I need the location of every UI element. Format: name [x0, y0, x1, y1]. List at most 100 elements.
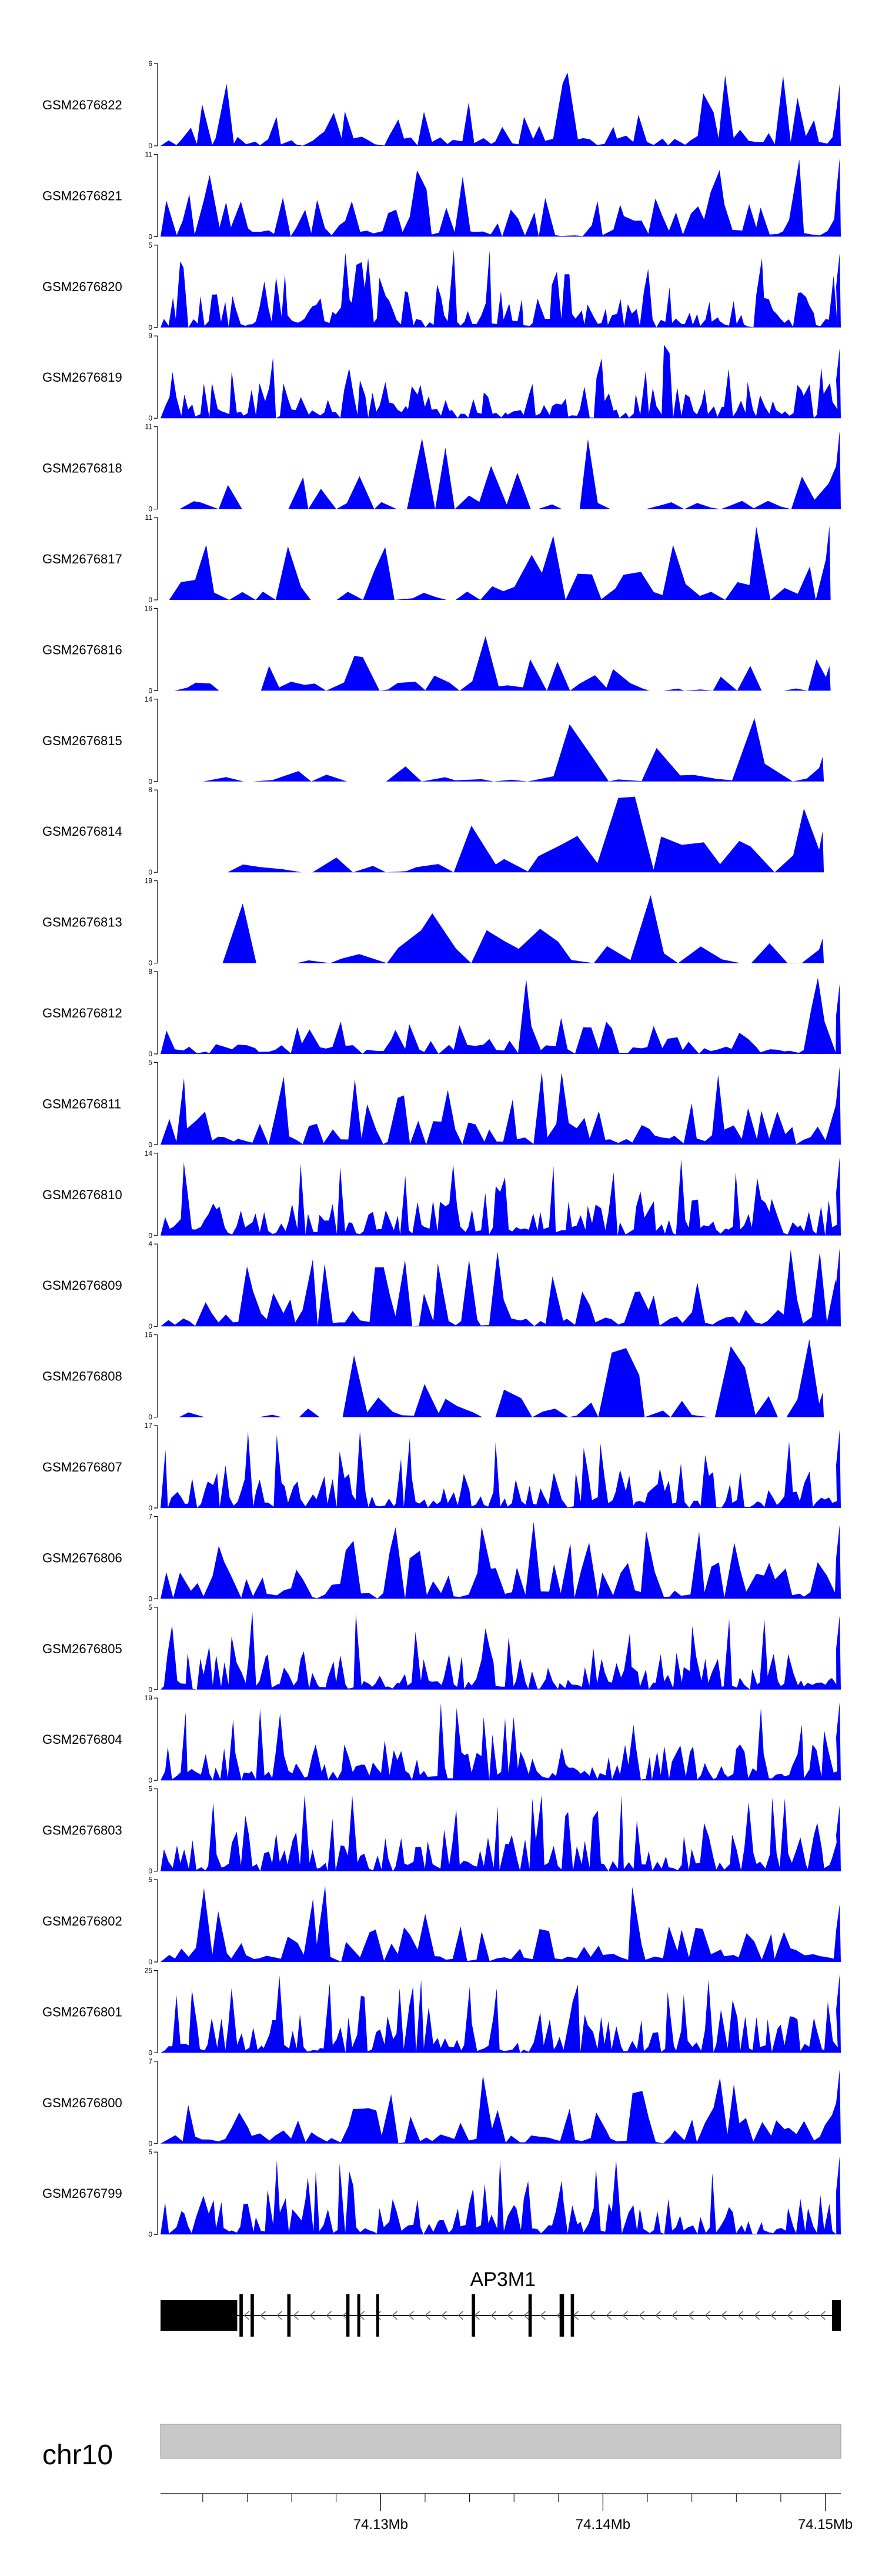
strand-arrow	[507, 2311, 513, 2320]
track-ymin-label: 0	[148, 414, 152, 422]
strand-arrow	[639, 2311, 644, 2320]
track-ymin-label: 0	[148, 1140, 152, 1149]
track-GSM2676816: GSM2676816 16 0	[42, 604, 831, 695]
strand-arrow	[293, 2311, 299, 2320]
track-ymax-label: 16	[145, 1331, 153, 1339]
strand-arrow	[770, 2311, 776, 2320]
track-ymax-label: 8	[148, 967, 152, 976]
track-ymax-label: 14	[145, 695, 153, 703]
track-label: GSM2676815	[42, 733, 122, 748]
track-GSM2676806: GSM2676806 7 0	[42, 1512, 841, 1603]
track-ymin-label: 0	[148, 142, 152, 150]
track-label: GSM2676806	[42, 1550, 122, 1565]
track-ymin-label: 0	[148, 959, 152, 967]
strand-arrow	[787, 2311, 793, 2320]
track-GSM2676803: GSM2676803 5 0	[42, 1785, 841, 1876]
track-GSM2676804: GSM2676804 19 0	[42, 1694, 841, 1784]
track-label: GSM2676799	[42, 2186, 122, 2201]
gene-exon	[559, 2294, 564, 2337]
track-label: GSM2676820	[42, 279, 122, 294]
track-ymin-label: 0	[148, 1413, 152, 1422]
track-signal-area	[179, 431, 841, 509]
track-ymax-label: 14	[145, 1149, 153, 1157]
track-signal-area	[161, 1248, 841, 1327]
track-ymax-label: 25	[145, 1966, 153, 1974]
strand-arrow	[309, 2311, 315, 2320]
track-label: GSM2676810	[42, 1187, 122, 1202]
gene-exon	[472, 2294, 476, 2337]
track-GSM2676805: GSM2676805 5 0	[42, 1603, 841, 1694]
track-GSM2676800: GSM2676800 7 0	[42, 2057, 841, 2148]
gene-label: AP3M1	[470, 2268, 536, 2291]
strand-arrow	[392, 2311, 397, 2320]
gene-exon	[250, 2294, 254, 2337]
track-label: GSM2676813	[42, 915, 122, 930]
track-signal-area	[161, 2156, 841, 2235]
track-ymin-label: 0	[148, 2230, 152, 2238]
track-signal-area	[161, 72, 841, 146]
track-ymax-label: 7	[148, 2057, 152, 2066]
genome-axis: 74.13Mb 74.14Mb 74.15Mb	[161, 2493, 853, 2532]
track-ymax-label: 5	[148, 241, 152, 249]
axis-tick-label: 74.15Mb	[798, 2517, 853, 2532]
track-ymax-label: 19	[145, 877, 153, 885]
track-label: GSM2676822	[42, 98, 122, 112]
track-ymin-label: 0	[148, 1594, 152, 1603]
track-ymin-label: 0	[148, 1686, 152, 1694]
gene-exon	[528, 2294, 532, 2337]
track-signal-area	[161, 1521, 841, 1599]
axis-tick-label: 74.14Mb	[576, 2517, 630, 2532]
track-label: GSM2676819	[42, 370, 122, 385]
track-ymin-label: 0	[148, 505, 152, 513]
track-signal-area	[161, 1794, 841, 1871]
track-ymax-label: 5	[148, 1603, 152, 1611]
track-ymax-label: 11	[145, 423, 153, 431]
strand-arrow	[622, 2311, 628, 2320]
track-ymin-label: 0	[148, 1867, 152, 1876]
track-GSM2676822: GSM2676822 6 0	[42, 59, 841, 150]
track-label: GSM2676802	[42, 1914, 122, 1928]
track-signal-area	[169, 526, 831, 600]
track-ymax-label: 17	[145, 1422, 153, 1430]
track-GSM2676801: GSM2676801 25 0	[42, 1966, 841, 2057]
strand-arrow	[704, 2311, 710, 2320]
track-label: GSM2676818	[42, 461, 122, 476]
track-GSM2676807: GSM2676807 17 0	[42, 1422, 841, 1512]
gene-exon	[161, 2300, 238, 2331]
track-signal-area	[161, 1066, 841, 1145]
track-ymin-label: 0	[148, 1050, 152, 1058]
track-signal-area	[161, 977, 841, 1054]
gene-track: AP3M1	[161, 2268, 841, 2337]
track-ymax-label: 6	[148, 59, 152, 68]
track-signal-area	[161, 345, 841, 419]
track-ymax-label: 7	[148, 1512, 152, 1520]
strand-arrow	[655, 2311, 661, 2320]
strand-arrow	[490, 2311, 496, 2320]
track-label: GSM2676816	[42, 642, 122, 657]
track-ymax-label: 5	[148, 1876, 152, 1884]
track-GSM2676815: GSM2676815 14 0	[42, 695, 824, 786]
track-ymin-label: 0	[148, 1504, 152, 1512]
track-ymin-label: 0	[148, 778, 152, 786]
track-GSM2676810: GSM2676810 14 0	[42, 1149, 841, 1240]
track-label: GSM2676808	[42, 1369, 122, 1384]
track-label: GSM2676809	[42, 1278, 122, 1293]
track-signal-area	[161, 1974, 841, 2053]
track-ymax-label: 16	[145, 604, 153, 612]
track-label: GSM2676807	[42, 1460, 122, 1474]
strand-arrow	[523, 2311, 529, 2320]
gene-exon	[831, 2300, 841, 2331]
track-ymax-label: 9	[148, 332, 152, 340]
track-ymin-label: 0	[148, 323, 152, 332]
track-signal-area	[203, 718, 824, 782]
strand-arrow	[375, 2311, 381, 2320]
track-ymin-label: 0	[148, 686, 152, 695]
strand-arrow	[671, 2311, 677, 2320]
strand-arrow	[408, 2311, 414, 2320]
track-signal-area	[161, 1157, 841, 1236]
track-GSM2676812: GSM2676812 8 0	[42, 967, 841, 1058]
track-label: GSM2676812	[42, 1006, 122, 1020]
track-ymin-label: 0	[148, 2140, 152, 2148]
chromosome-label: chr10	[42, 2440, 113, 2471]
track-GSM2676814: GSM2676814 8 0	[42, 786, 824, 876]
